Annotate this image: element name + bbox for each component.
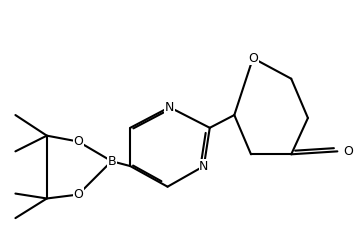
Text: O: O <box>73 188 83 201</box>
Text: O: O <box>343 145 353 158</box>
Text: B: B <box>107 155 116 168</box>
Text: O: O <box>73 135 83 148</box>
Text: N: N <box>165 101 174 114</box>
Text: O: O <box>248 52 258 65</box>
Text: N: N <box>199 160 209 172</box>
